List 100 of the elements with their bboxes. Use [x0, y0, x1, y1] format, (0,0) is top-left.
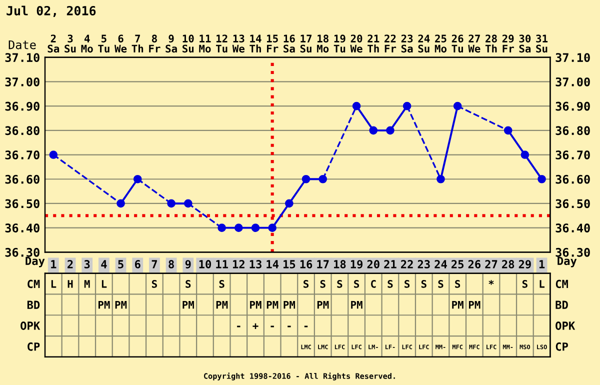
y2-tick-label: 37.10	[556, 53, 590, 62]
y-tick-label: 37.10	[5, 53, 40, 62]
y-tick-label: 36.80	[5, 126, 40, 136]
y2-tick-label: BD	[556, 300, 568, 309]
text: PM	[115, 301, 127, 309]
point	[251, 224, 260, 232]
y-tick-label: BD	[27, 300, 40, 309]
x-tick-label: 19 Tu	[334, 34, 346, 53]
x-tick-label: 18	[334, 260, 346, 268]
y-tick-label: 36.70	[5, 150, 40, 160]
text: Day	[558, 256, 577, 268]
text: C	[371, 280, 376, 288]
x-tick-label: 26	[468, 260, 481, 268]
text: -	[288, 326, 291, 328]
text: S	[320, 280, 326, 288]
text: S	[304, 280, 309, 288]
text: M	[84, 280, 90, 288]
text: S	[219, 280, 224, 288]
x-tick-label: 21	[384, 260, 396, 268]
x-tick-label: 12 Tu	[216, 34, 228, 53]
y2-tick-label: 37.00	[556, 77, 590, 86]
point	[302, 174, 310, 184]
text: S	[152, 280, 157, 288]
text: *	[488, 280, 494, 285]
text: -	[270, 326, 274, 328]
x-tick-label: 8	[168, 260, 174, 268]
y-tick-label: OPK	[20, 322, 40, 330]
x-tick-label: 20 We	[350, 34, 362, 53]
y2-tick-label: CP	[556, 342, 568, 351]
x-tick-label: 12	[232, 260, 244, 268]
point	[268, 224, 277, 232]
text: PM	[266, 301, 278, 309]
text: S	[522, 280, 528, 288]
y2-tick-label: 36.50	[556, 199, 590, 208]
point	[49, 150, 58, 159]
point	[386, 126, 394, 135]
text: S	[421, 280, 426, 288]
point	[369, 126, 378, 135]
x-tick-label: 14	[266, 260, 279, 268]
y-tick-label: 36.40	[5, 224, 40, 232]
y2-tick-label: OPK	[556, 322, 576, 330]
x-tick-label: 15 Fr	[266, 34, 278, 52]
x-tick-label: 28	[502, 260, 514, 268]
x-tick-label: 30 Sa	[519, 34, 531, 53]
text: PM	[182, 301, 194, 309]
y-tick-label: 36.50	[5, 199, 40, 208]
x-tick-label: 1	[539, 260, 545, 268]
x-tick-label: 18 Mo	[317, 34, 329, 53]
x-tick-label: 4	[101, 260, 107, 268]
y-tick-label: CP	[28, 342, 40, 351]
text: PM	[216, 301, 228, 309]
x-tick-label: 17 Su	[300, 34, 312, 53]
x-tick-label: 28 Th	[485, 34, 497, 52]
x-tick-label: 25	[452, 260, 464, 268]
text: PM	[317, 301, 329, 309]
y2-tick-label: 36.30	[556, 248, 590, 257]
text: S	[388, 280, 393, 288]
x-axis-title: Day	[26, 256, 45, 268]
x-tick-label: 29	[518, 260, 531, 268]
x-tick-label: 26 Tu	[452, 34, 464, 53]
text: PM	[452, 301, 464, 309]
x-tick-label: 22	[400, 260, 413, 268]
x-tick-label: 8 Fr	[149, 34, 160, 52]
x-tick-label: 6 We	[114, 34, 127, 53]
y2-tick-label: 36.70	[556, 150, 590, 160]
x-tick-label: 17	[317, 260, 329, 268]
y2-tick-label: 36.80	[556, 126, 590, 136]
y-tick-label: 36.90	[5, 102, 40, 111]
point	[285, 199, 294, 208]
x-tick-label: 2	[68, 260, 73, 268]
text: S	[337, 280, 342, 288]
x-tick-label: 29 Fr	[502, 34, 514, 52]
text: S	[455, 280, 460, 288]
x-tick-label: 23	[418, 260, 430, 268]
x-tick-label: 13	[250, 260, 262, 268]
x-tick-label: 3 Su	[64, 34, 76, 53]
y-tick-label: 36.60	[5, 174, 40, 184]
x-tick-label: 27 We	[468, 34, 480, 53]
x-tick-label: 11 Mo	[199, 34, 211, 53]
text: -	[304, 326, 308, 328]
text: PM	[468, 301, 480, 309]
point	[520, 150, 530, 159]
text: S	[354, 280, 360, 288]
y-tick-label: 37.00	[5, 77, 40, 86]
x-tick-label: 7	[152, 260, 157, 268]
x-tick-label: 31 Su	[536, 34, 548, 53]
x-tick-label: 24	[434, 260, 447, 268]
x-tick-label: 24 Su	[418, 34, 430, 53]
x-tick-label: 3	[84, 260, 90, 268]
text: L	[102, 280, 107, 288]
point	[116, 199, 125, 208]
x-tick-label: 19	[350, 260, 363, 268]
text: PM	[284, 301, 296, 309]
y-tick-label: CM	[28, 280, 40, 288]
text: S	[186, 280, 191, 288]
x-tick-label: 23 Sa	[401, 34, 413, 53]
y-tick-label: 36.30	[5, 248, 40, 257]
x-tick-label: 20	[367, 260, 380, 268]
point	[538, 174, 546, 184]
x-tick-label: 11	[216, 260, 228, 268]
